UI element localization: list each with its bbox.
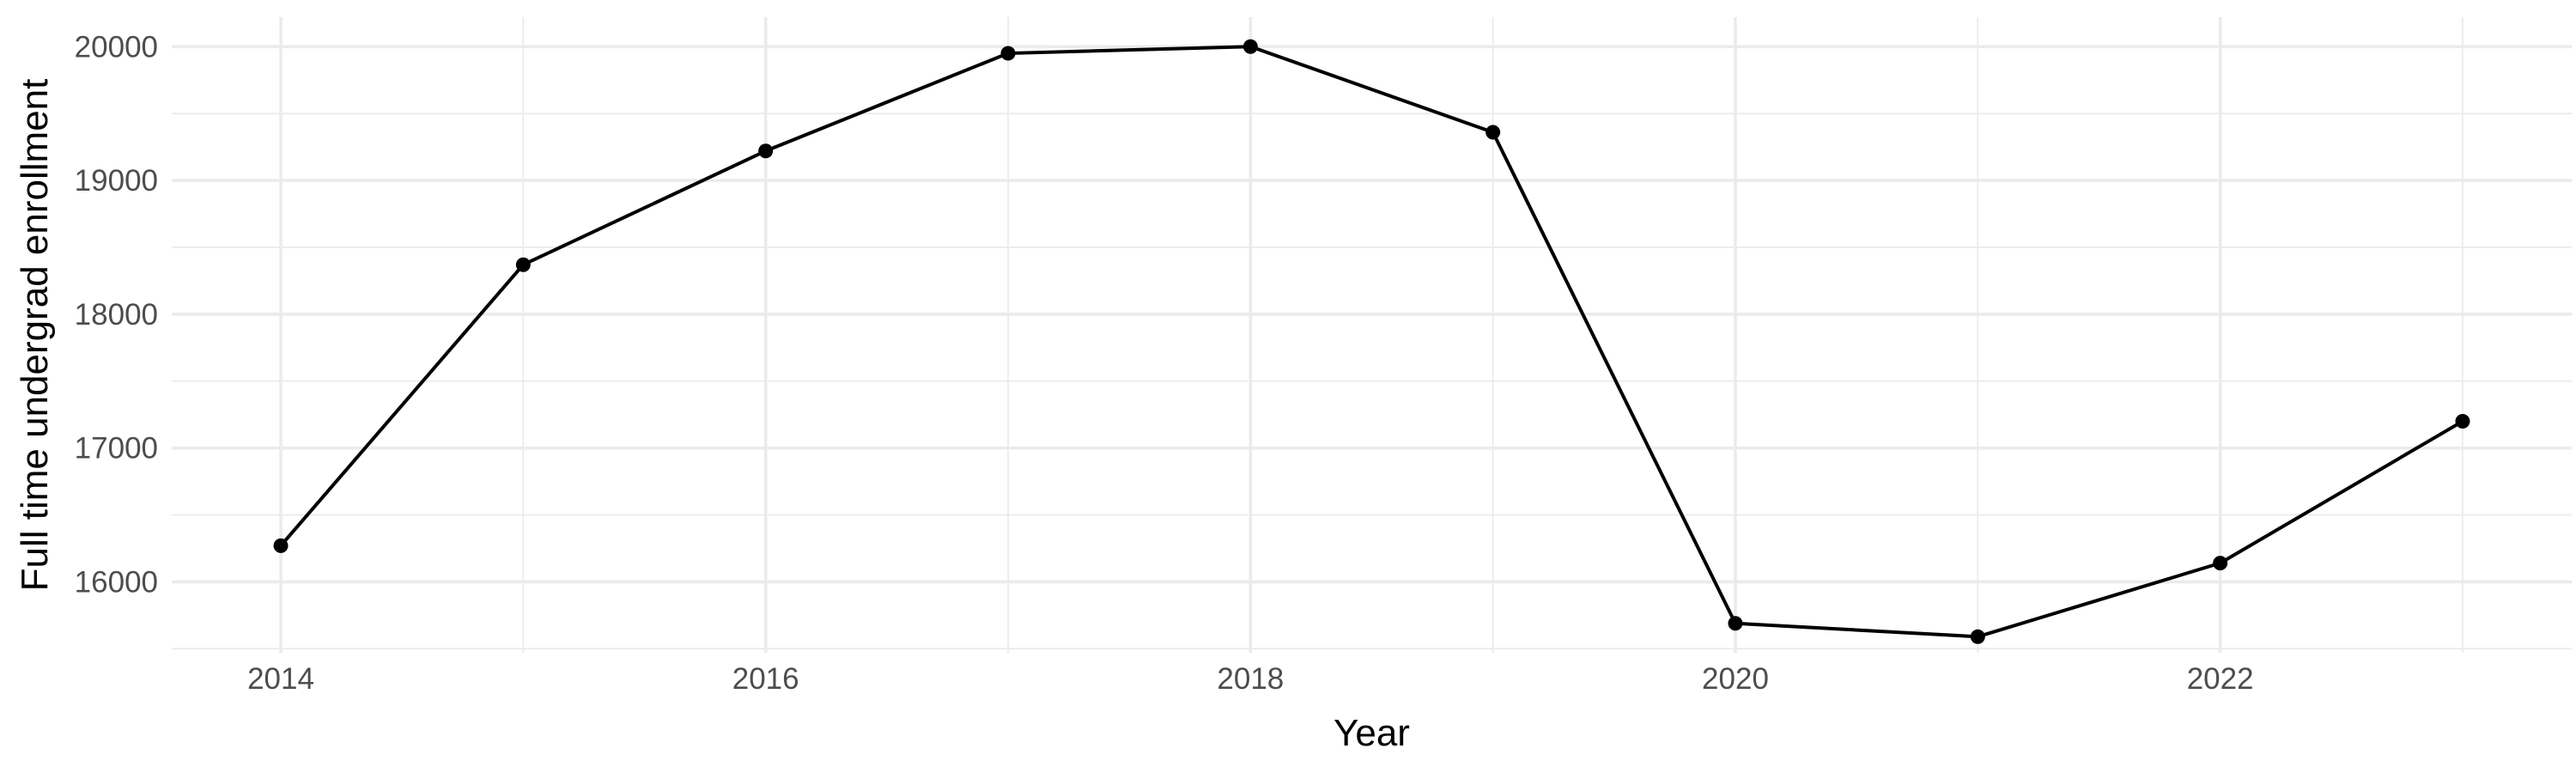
- y-tick-label: 16000: [75, 565, 158, 599]
- grid-lines: [172, 17, 2572, 653]
- series-line: [279, 45, 2464, 639]
- y-tick-label: 17000: [75, 432, 158, 466]
- y-tick-label: 19000: [75, 164, 158, 198]
- data-point: [273, 538, 289, 553]
- y-tick-label: 18000: [75, 298, 158, 332]
- data-point: [1000, 46, 1016, 61]
- x-tick-label: 2022: [2187, 662, 2254, 696]
- x-tick-label: 2014: [247, 662, 314, 696]
- data-points: [273, 39, 2470, 644]
- data-point: [758, 143, 774, 159]
- x-tick-label: 2016: [732, 662, 799, 696]
- data-point: [2455, 413, 2470, 429]
- data-point: [1728, 616, 1743, 631]
- x-tick-label: 2018: [1217, 662, 1284, 696]
- y-tick-label: 20000: [75, 30, 158, 64]
- x-axis-tick-labels: 2014 2016 2018 2020 2022: [247, 662, 2253, 696]
- y-axis-title: Full time undergrad enrollment: [14, 79, 56, 592]
- x-axis-title: Year: [1334, 712, 1410, 754]
- y-axis-tick-labels: 16000 17000 18000 19000 20000: [75, 30, 158, 599]
- data-point: [1485, 125, 1501, 140]
- data-point: [515, 257, 531, 272]
- data-point: [1970, 629, 1985, 644]
- data-point: [1242, 39, 1258, 54]
- x-tick-label: 2020: [1702, 662, 1769, 696]
- series-layer: [279, 45, 2464, 639]
- data-point: [2213, 556, 2228, 571]
